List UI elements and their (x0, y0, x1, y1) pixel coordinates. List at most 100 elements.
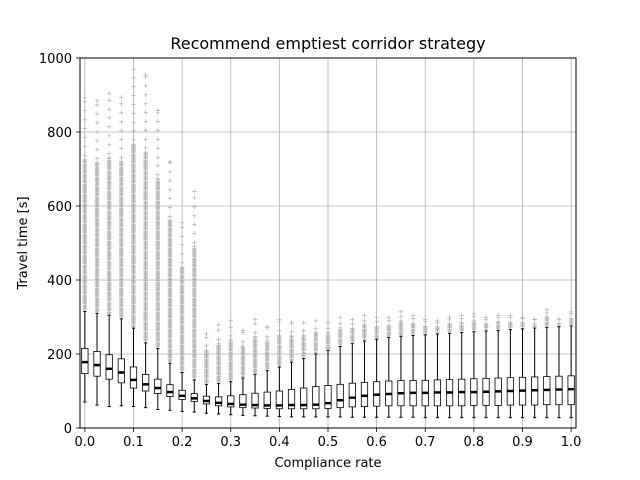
outlier-marker: + (228, 376, 234, 384)
outlier-marker: + (155, 200, 161, 208)
outlier-marker: + (276, 360, 282, 368)
outlier-marker: + (131, 264, 137, 272)
outlier-marker: + (264, 347, 270, 355)
outlier-marker: + (191, 345, 197, 353)
outlier-marker: + (167, 346, 173, 354)
outlier-marker: + (240, 346, 246, 354)
outlier-marker: + (349, 330, 355, 338)
outlier-marker: + (106, 186, 112, 194)
outlier-marker: + (106, 162, 112, 170)
outlier-marker: + (82, 221, 88, 229)
outlier-marker: + (94, 303, 100, 311)
outlier-marker: + (106, 293, 112, 301)
outlier-marker: + (191, 249, 197, 257)
outlier-marker: + (94, 306, 100, 314)
outlier-marker: + (191, 278, 197, 286)
x-tick-label: 0.6 (366, 435, 387, 450)
y-tick-label: 600 (47, 200, 72, 215)
outlier-marker: + (203, 376, 209, 384)
outlier-marker: + (155, 178, 161, 186)
outlier-marker: + (532, 322, 538, 330)
outlier-marker: + (155, 193, 161, 201)
outlier-marker: + (118, 225, 124, 233)
outlier-marker: + (386, 328, 392, 336)
outlier-marker: + (216, 341, 222, 349)
outlier-marker: + (191, 372, 197, 380)
outlier-marker: + (106, 268, 112, 276)
outlier-marker: + (118, 214, 124, 222)
outlier-marker: + (131, 261, 137, 269)
outlier-marker: + (106, 303, 112, 311)
outlier-marker: + (155, 237, 161, 245)
outlier-marker: + (131, 308, 137, 316)
outlier-marker: + (155, 171, 161, 179)
flier-layer: ++++++++++++++++++++++++++++++++++++++++… (82, 66, 574, 387)
outlier-marker: + (228, 370, 234, 378)
outlier-marker: + (131, 295, 137, 303)
outlier-marker: + (131, 146, 137, 154)
outlier-marker: + (118, 177, 124, 185)
outlier-marker: + (191, 291, 197, 299)
outlier-marker: + (118, 100, 124, 108)
outlier-marker: + (131, 200, 137, 208)
outlier-marker: + (143, 325, 149, 333)
outlier-marker: + (240, 326, 246, 334)
outlier-marker: + (143, 285, 149, 293)
outlier-marker: + (118, 313, 124, 321)
outlier-marker: + (252, 361, 258, 369)
outlier-marker: + (191, 308, 197, 316)
outlier-marker: + (143, 312, 149, 320)
outlier-marker: + (94, 272, 100, 280)
outlier-marker: + (167, 292, 173, 300)
outlier-marker: + (131, 317, 137, 325)
outlier-marker: + (568, 318, 574, 326)
outlier-marker: + (216, 349, 222, 357)
outlier-marker: + (252, 346, 258, 354)
outlier-marker: + (94, 263, 100, 271)
outlier-marker: + (94, 274, 100, 282)
outlier-marker: + (143, 332, 149, 340)
outlier-marker: + (179, 271, 185, 279)
outlier-marker: + (82, 165, 88, 173)
outlier-marker: + (106, 261, 112, 269)
outlier-marker: + (167, 247, 173, 255)
outlier-marker: + (179, 317, 185, 325)
outlier-marker: + (106, 274, 112, 282)
outlier-marker: + (349, 335, 355, 343)
outlier-marker: + (313, 334, 319, 342)
outlier-marker: + (228, 343, 234, 351)
outlier-marker: + (143, 258, 149, 266)
outlier-marker: + (131, 143, 137, 151)
outlier-marker: + (167, 253, 173, 261)
outlier-marker: + (568, 310, 574, 318)
outlier-marker: + (143, 71, 149, 79)
outlier-marker: + (82, 302, 88, 310)
outlier-marker: + (106, 225, 112, 233)
outlier-marker: + (118, 203, 124, 211)
outlier-marker: + (252, 364, 258, 372)
outlier-marker: + (155, 136, 161, 144)
outlier-marker: + (313, 341, 319, 349)
outlier-marker: + (216, 375, 222, 383)
outlier-marker: + (106, 158, 112, 166)
outlier-marker: + (471, 325, 477, 333)
outlier-marker: + (131, 198, 137, 206)
outlier-marker: + (155, 207, 161, 215)
outlier-marker: + (118, 284, 124, 292)
outlier-marker: + (143, 205, 149, 213)
outlier-marker: + (82, 206, 88, 214)
outlier-marker: + (167, 312, 173, 320)
x-axis-label: Compliance rate (274, 456, 381, 471)
outlier-marker: + (216, 356, 222, 364)
outlier-marker: + (118, 218, 124, 226)
outlier-marker: + (191, 371, 197, 379)
outlier-marker: + (94, 253, 100, 261)
outlier-marker: + (167, 313, 173, 321)
outlier-marker: + (252, 353, 258, 361)
outlier-marker: + (313, 339, 319, 347)
x-tick-label: 1.0 (561, 435, 582, 450)
outlier-marker: + (118, 181, 124, 189)
outlier-marker: + (191, 328, 197, 336)
outlier-marker: + (507, 324, 513, 332)
outlier-marker: + (143, 282, 149, 290)
